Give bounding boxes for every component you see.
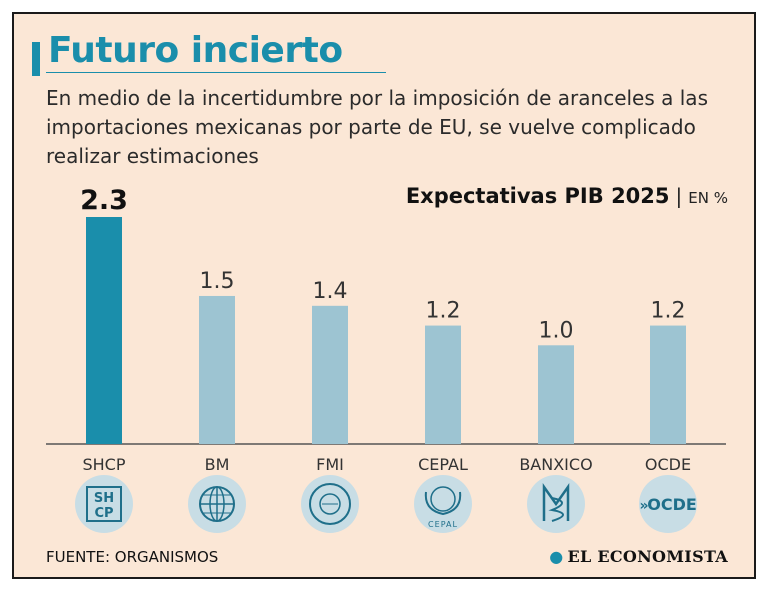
page-title: Futuro incierto <box>48 30 343 71</box>
brand-dot-icon: ● <box>549 547 564 566</box>
world-bank-globe-icon <box>188 475 246 533</box>
bar-banxico <box>538 345 574 444</box>
imf-seal-icon <box>301 475 359 533</box>
ocde-logo-text: OCDE <box>647 495 697 514</box>
logo-badge <box>639 475 697 533</box>
cepal-logo-text: CEPAL <box>428 520 458 529</box>
page-subtitle: En medio de la incertidumbre por la impo… <box>46 86 708 168</box>
imf-seal-ring <box>309 483 351 525</box>
shcp-logo-text-top: SH <box>94 491 114 506</box>
brand-name: EL ECONOMISTA <box>567 547 728 566</box>
data-label-fmi: 1.4 <box>313 279 348 304</box>
bar-ocde <box>650 325 686 444</box>
data-label-shcp: 2.3 <box>80 185 128 216</box>
shcp-logo-text-bottom: CP <box>94 506 113 521</box>
un-globe <box>430 486 456 512</box>
chart-unit-label: EN % <box>688 189 728 207</box>
title-underline <box>46 72 386 73</box>
data-label-ocde: 1.2 <box>651 299 686 324</box>
brand-signature: ● EL ECONOMISTA <box>549 547 728 566</box>
tick-label-shcp: SHCP <box>82 455 125 474</box>
un-wreath-icon: CEPAL <box>414 475 472 533</box>
logo-badge <box>75 475 133 533</box>
tick-label-ocde: OCDE <box>645 455 691 474</box>
ocde-logo-icon: »OCDE <box>639 475 697 533</box>
banxico-m <box>542 483 570 521</box>
shcp-logo-frame <box>86 486 122 522</box>
bar-cepal <box>425 325 461 444</box>
imf-seal-inner <box>319 493 341 515</box>
tick-label-bm: BM <box>205 455 230 474</box>
infographic-frame: Futuro incierto En medio de la incertidu… <box>12 12 756 579</box>
tick-label-fmi: FMI <box>316 455 344 474</box>
bar-fmi <box>312 305 348 444</box>
title-accent-bar <box>32 42 40 76</box>
shcp-logo-icon: SHCP <box>75 475 133 533</box>
data-label-bm: 1.5 <box>200 269 235 294</box>
banxico-logo-icon <box>527 475 585 533</box>
chart-title: Expectativas PIB 2025 <box>405 184 670 208</box>
ocde-chevrons-icon: » <box>639 498 648 514</box>
source-note: FUENTE: ORGANISMOS <box>46 548 219 566</box>
chart-title-separator: | <box>675 184 683 208</box>
chart-title-block: Expectativas PIB 2025 | EN % <box>406 184 728 208</box>
data-label-cepal: 1.2 <box>426 299 461 324</box>
un-wreath <box>424 491 462 516</box>
banxico-b <box>548 497 564 522</box>
tick-label-banxico: BANXICO <box>519 455 592 474</box>
bar-bm <box>199 295 235 444</box>
bar-shcp <box>86 217 122 444</box>
bar-chart: 2.3SHCPSHCP1.5BM1.4FMI1.2CEPALCEPAL1.0BA… <box>46 185 726 533</box>
data-label-banxico: 1.0 <box>539 318 574 343</box>
tick-label-cepal: CEPAL <box>418 455 468 474</box>
logo-badge <box>414 475 472 533</box>
